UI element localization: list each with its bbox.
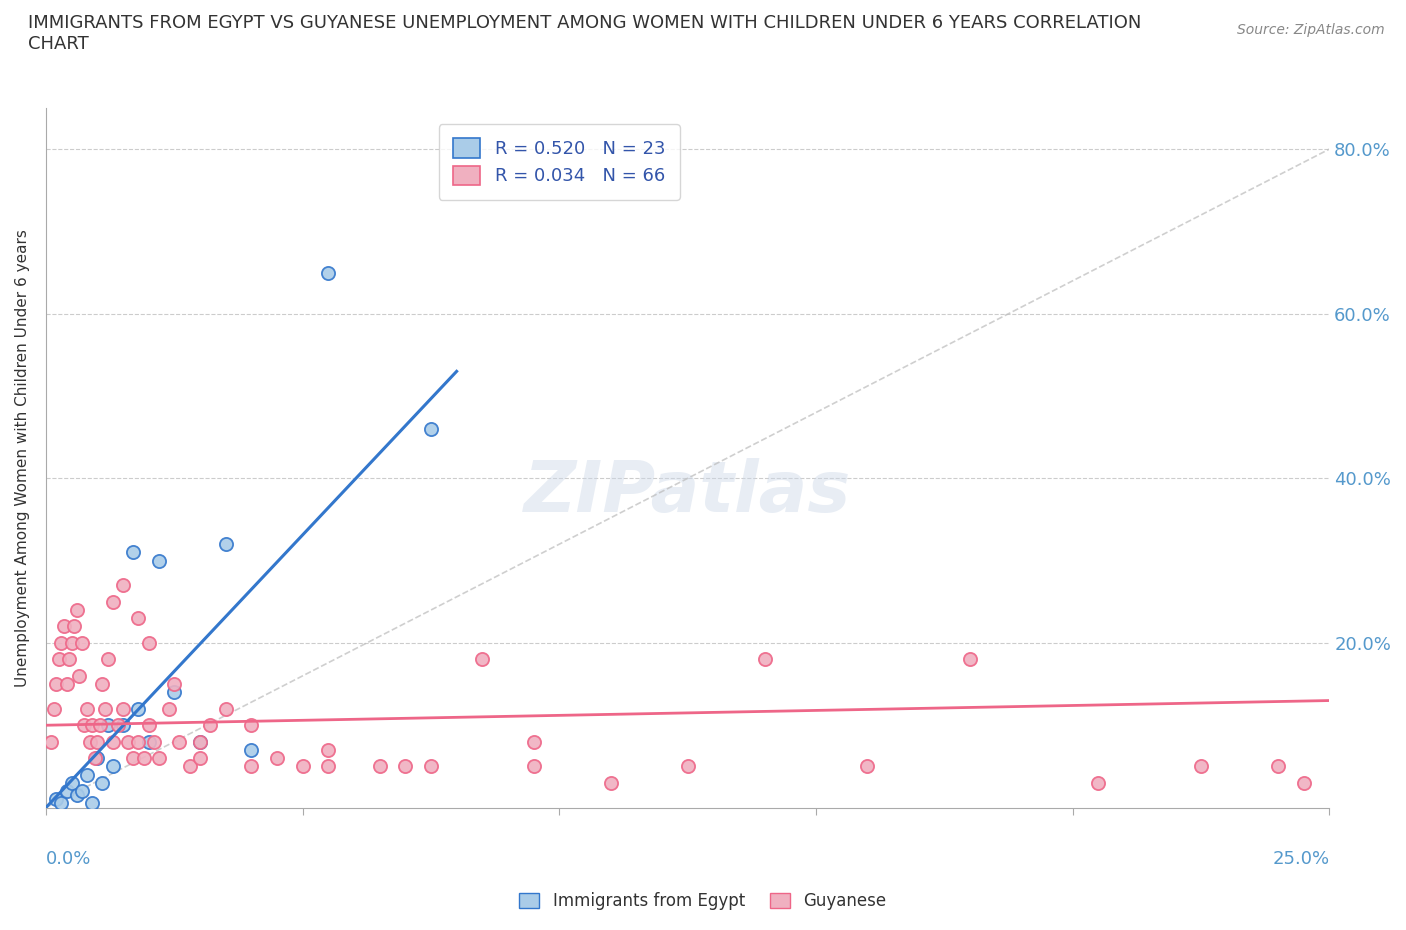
Point <box>127 701 149 716</box>
Point <box>471 652 494 667</box>
Point <box>157 701 180 716</box>
Point <box>48 652 70 667</box>
Point <box>73 718 96 733</box>
Point <box>132 751 155 765</box>
Point <box>240 759 263 774</box>
Point <box>1189 759 1212 774</box>
Point <box>82 796 104 811</box>
Point <box>55 784 77 799</box>
Point <box>55 677 77 692</box>
Point <box>138 718 160 733</box>
Point <box>138 635 160 650</box>
Point <box>97 718 120 733</box>
Text: 0.0%: 0.0% <box>46 849 91 868</box>
Point <box>63 619 86 634</box>
Point <box>169 735 191 750</box>
Point <box>856 759 879 774</box>
Point <box>127 735 149 750</box>
Y-axis label: Unemployment Among Women with Children Under 6 years: Unemployment Among Women with Children U… <box>15 229 30 686</box>
Point <box>101 759 124 774</box>
Point <box>83 751 105 765</box>
Point <box>316 759 339 774</box>
Point <box>959 652 981 667</box>
Point <box>1267 759 1289 774</box>
Point <box>101 735 124 750</box>
Point <box>86 735 108 750</box>
Point <box>266 751 288 765</box>
Point <box>291 759 314 774</box>
Point <box>316 265 339 280</box>
Point <box>66 603 89 618</box>
Point <box>240 742 263 757</box>
Point <box>188 735 211 750</box>
Point <box>676 759 699 774</box>
Point <box>188 751 211 765</box>
Point <box>107 718 129 733</box>
Point <box>163 677 186 692</box>
Point <box>420 759 443 774</box>
Point <box>79 735 101 750</box>
Point <box>200 718 222 733</box>
Point <box>1087 776 1109 790</box>
Point <box>94 701 117 716</box>
Point <box>148 553 170 568</box>
Point <box>45 791 67 806</box>
Point <box>39 735 62 750</box>
Text: Source: ZipAtlas.com: Source: ZipAtlas.com <box>1237 23 1385 37</box>
Point <box>1292 776 1315 790</box>
Point <box>122 545 145 560</box>
Point <box>148 751 170 765</box>
Point <box>111 578 134 592</box>
Point <box>127 611 149 626</box>
Point <box>51 796 73 811</box>
Point <box>76 701 98 716</box>
Point <box>97 652 120 667</box>
Point <box>111 718 134 733</box>
Text: ZIPatlas: ZIPatlas <box>524 458 851 527</box>
Point <box>76 767 98 782</box>
Point <box>58 652 80 667</box>
Point <box>214 701 236 716</box>
Point <box>91 776 114 790</box>
Point <box>316 742 339 757</box>
Point <box>70 784 93 799</box>
Point <box>754 652 776 667</box>
Point <box>66 788 89 803</box>
Point <box>60 776 83 790</box>
Point <box>86 751 108 765</box>
Point <box>117 735 139 750</box>
Point <box>163 684 186 699</box>
Point <box>368 759 391 774</box>
Point <box>240 718 263 733</box>
Text: IMMIGRANTS FROM EGYPT VS GUYANESE UNEMPLOYMENT AMONG WOMEN WITH CHILDREN UNDER 6: IMMIGRANTS FROM EGYPT VS GUYANESE UNEMPL… <box>28 14 1142 53</box>
Point <box>179 759 201 774</box>
Point <box>523 759 546 774</box>
Point <box>42 701 65 716</box>
Point <box>111 701 134 716</box>
Point <box>60 635 83 650</box>
Point <box>70 635 93 650</box>
Point <box>138 735 160 750</box>
Legend: Immigrants from Egypt, Guyanese: Immigrants from Egypt, Guyanese <box>513 885 893 917</box>
Point <box>67 669 90 684</box>
Point <box>394 759 416 774</box>
Point <box>142 735 165 750</box>
Point <box>51 635 73 650</box>
Point <box>188 735 211 750</box>
Point <box>45 677 67 692</box>
Point <box>523 735 546 750</box>
Legend: R = 0.520   N = 23, R = 0.034   N = 66: R = 0.520 N = 23, R = 0.034 N = 66 <box>439 124 679 200</box>
Point <box>91 677 114 692</box>
Text: 25.0%: 25.0% <box>1272 849 1329 868</box>
Point <box>101 594 124 609</box>
Point <box>89 718 111 733</box>
Point <box>214 537 236 551</box>
Point <box>82 718 104 733</box>
Point <box>599 776 621 790</box>
Point <box>122 751 145 765</box>
Point <box>52 619 75 634</box>
Point <box>420 421 443 436</box>
